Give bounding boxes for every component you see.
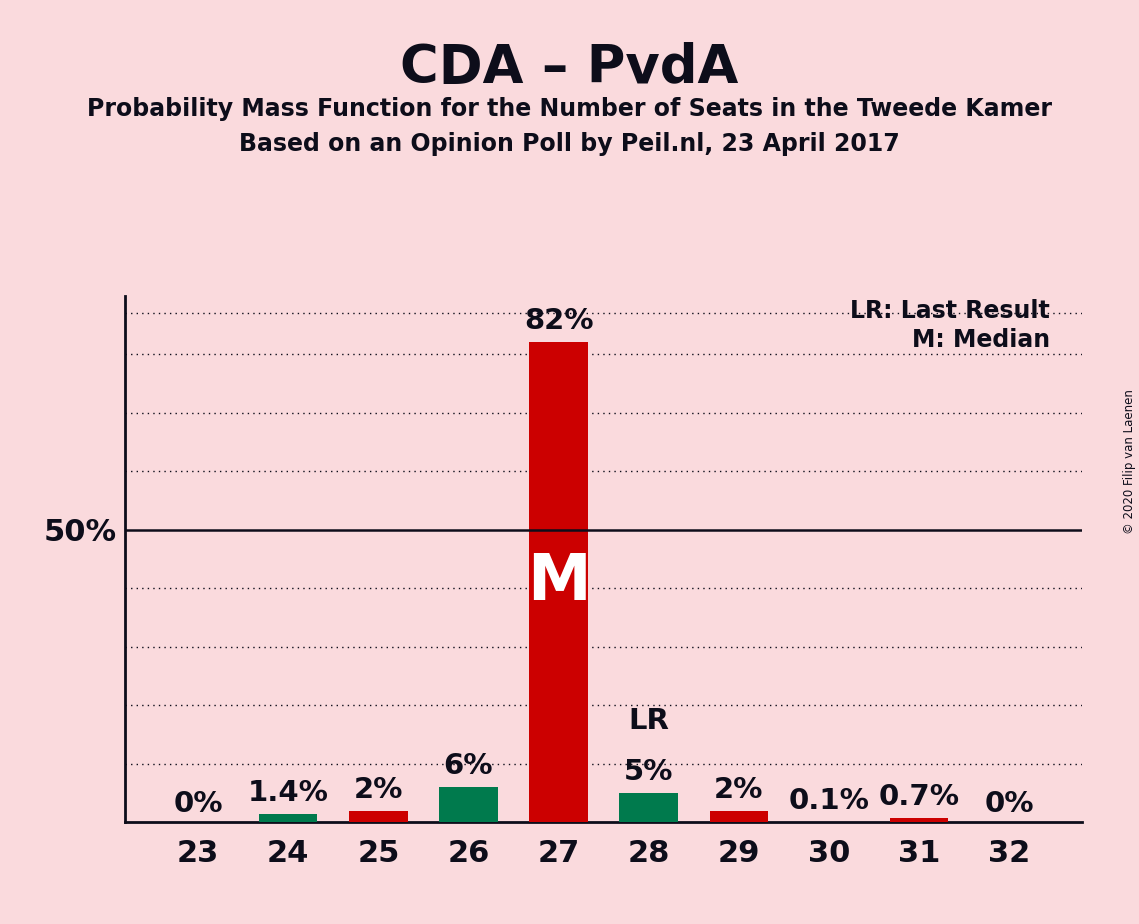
Bar [530, 343, 588, 822]
Text: 0.1%: 0.1% [788, 786, 869, 815]
Text: LR: Last Result: LR: Last Result [850, 298, 1050, 322]
Text: 0.7%: 0.7% [878, 784, 960, 811]
Bar [440, 787, 498, 822]
Text: 0%: 0% [173, 790, 223, 818]
Text: LR: LR [629, 707, 670, 735]
Bar [890, 819, 949, 822]
Text: 2%: 2% [353, 775, 403, 804]
Text: Probability Mass Function for the Number of Seats in the Tweede Kamer: Probability Mass Function for the Number… [87, 97, 1052, 121]
Text: 6%: 6% [444, 752, 493, 780]
Bar [349, 810, 408, 822]
Bar [620, 793, 678, 822]
Text: 0%: 0% [984, 790, 1034, 818]
Text: 5%: 5% [624, 758, 673, 786]
Text: Based on an Opinion Poll by Peil.nl, 23 April 2017: Based on an Opinion Poll by Peil.nl, 23 … [239, 132, 900, 156]
Text: M: Median: M: Median [911, 328, 1050, 352]
Text: © 2020 Filip van Laenen: © 2020 Filip van Laenen [1123, 390, 1137, 534]
Text: 82%: 82% [524, 308, 593, 335]
Text: M: M [527, 552, 590, 614]
Bar [710, 810, 768, 822]
Bar [259, 814, 318, 822]
Text: 2%: 2% [714, 775, 763, 804]
Text: CDA – PvdA: CDA – PvdA [400, 42, 739, 93]
Text: 1.4%: 1.4% [248, 779, 329, 808]
